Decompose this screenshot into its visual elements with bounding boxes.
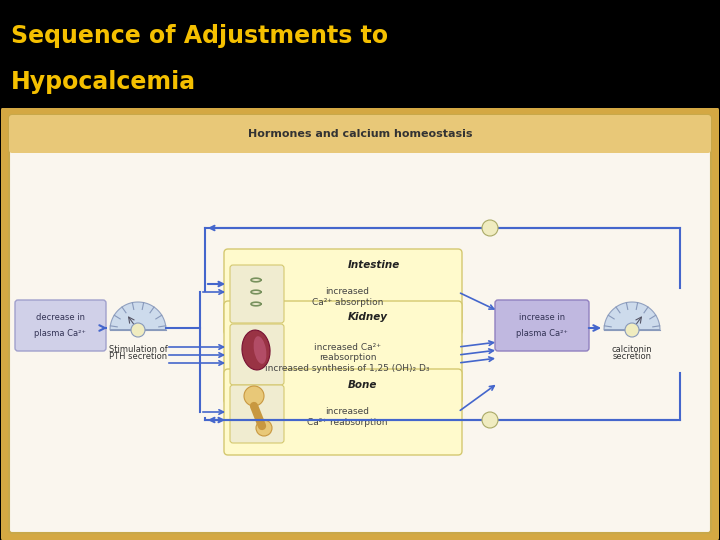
Circle shape	[256, 420, 272, 436]
FancyBboxPatch shape	[224, 249, 462, 335]
FancyBboxPatch shape	[230, 324, 284, 385]
Text: Kidney: Kidney	[348, 312, 387, 322]
FancyBboxPatch shape	[230, 385, 284, 443]
Circle shape	[244, 386, 264, 406]
Text: increased
Ca²⁺ absorption: increased Ca²⁺ absorption	[312, 287, 383, 307]
Text: Stimulation of: Stimulation of	[109, 345, 167, 354]
Circle shape	[482, 412, 498, 428]
Polygon shape	[604, 302, 660, 330]
Text: secretion: secretion	[613, 352, 652, 361]
Text: Hormones and calcium homeostasis: Hormones and calcium homeostasis	[248, 129, 472, 139]
FancyBboxPatch shape	[495, 300, 589, 351]
Circle shape	[482, 220, 498, 236]
Text: increased Ca²⁺
reabsorption
increased synthesis of 1,25 (OH)₂ D₃: increased Ca²⁺ reabsorption increased sy…	[266, 343, 430, 373]
FancyBboxPatch shape	[224, 301, 462, 404]
Ellipse shape	[253, 336, 266, 364]
FancyBboxPatch shape	[1, 107, 719, 540]
Circle shape	[625, 323, 639, 337]
Text: −: −	[486, 415, 494, 425]
Text: increase in: increase in	[519, 314, 565, 322]
Polygon shape	[110, 302, 166, 330]
FancyBboxPatch shape	[9, 115, 711, 153]
Text: PTH secretion: PTH secretion	[109, 352, 167, 361]
Text: plasma Ca²⁺: plasma Ca²⁺	[516, 328, 568, 338]
Text: −: −	[486, 223, 494, 233]
Ellipse shape	[242, 330, 270, 370]
Text: Hypocalcemia: Hypocalcemia	[11, 70, 196, 94]
Text: Intestine: Intestine	[348, 260, 400, 270]
FancyBboxPatch shape	[230, 265, 284, 323]
FancyBboxPatch shape	[9, 115, 711, 533]
FancyBboxPatch shape	[15, 300, 106, 351]
FancyBboxPatch shape	[224, 369, 462, 455]
Text: Bone: Bone	[348, 380, 377, 390]
Text: decrease in: decrease in	[35, 314, 84, 322]
Text: calcitonin: calcitonin	[612, 345, 652, 354]
Circle shape	[131, 323, 145, 337]
Text: Sequence of Adjustments to: Sequence of Adjustments to	[11, 24, 388, 48]
Text: increased
Ca²⁺ reabsorption: increased Ca²⁺ reabsorption	[307, 407, 388, 427]
Text: plasma Ca²⁺: plasma Ca²⁺	[34, 328, 86, 338]
